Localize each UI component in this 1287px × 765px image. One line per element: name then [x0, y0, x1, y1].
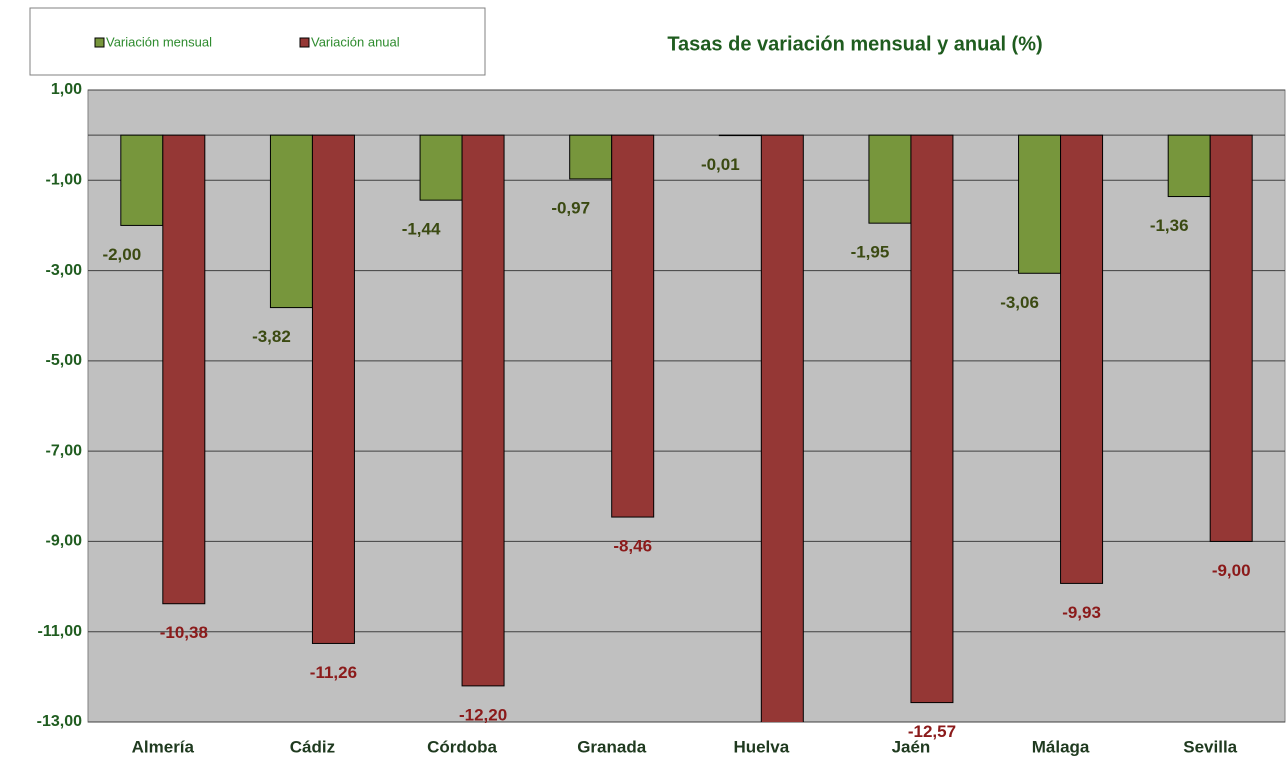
y-tick-label: -11,00 — [38, 623, 83, 640]
bar — [761, 135, 803, 760]
bar — [869, 135, 911, 223]
data-label: -10,38 — [160, 623, 208, 642]
data-label: -1,36 — [1150, 216, 1189, 235]
data-label: -0,01 — [701, 155, 740, 174]
bar — [270, 135, 312, 307]
bar — [911, 135, 953, 702]
x-tick-label: Sevilla — [1183, 737, 1237, 756]
y-tick-label: 1,00 — [51, 81, 82, 98]
legend-swatch — [300, 38, 309, 47]
y-tick-label: -7,00 — [46, 442, 83, 459]
legend-label: Variación anual — [311, 34, 400, 49]
x-tick-label: Huelva — [733, 737, 789, 756]
data-label: -1,44 — [402, 220, 441, 239]
bar — [1061, 135, 1103, 583]
bar — [1168, 135, 1210, 196]
data-label: -11,26 — [310, 663, 357, 682]
plot-area — [88, 90, 1285, 722]
y-tick-label: -1,00 — [46, 172, 83, 189]
data-label: -9,93 — [1062, 603, 1101, 622]
x-tick-label: Cádiz — [290, 737, 335, 756]
y-tick-label: -5,00 — [46, 352, 83, 369]
bar — [420, 135, 462, 200]
data-label: -3,82 — [252, 327, 291, 346]
y-tick-label: -3,00 — [46, 262, 83, 279]
legend-swatch — [95, 38, 104, 47]
data-label: -1,95 — [851, 243, 890, 262]
bar — [612, 135, 654, 517]
bar — [1019, 135, 1061, 273]
y-tick-label: -13,00 — [37, 713, 82, 730]
x-tick-label: Almería — [132, 737, 195, 756]
bar — [163, 135, 205, 604]
bar — [312, 135, 354, 643]
bar — [1210, 135, 1252, 541]
data-label: -8,46 — [613, 537, 652, 556]
data-label: -0,97 — [551, 198, 590, 217]
data-label: -12,57 — [908, 722, 956, 741]
bar — [121, 135, 163, 225]
bar — [462, 135, 504, 686]
x-tick-label: Granada — [577, 737, 647, 756]
data-label: -12,20 — [459, 705, 507, 724]
x-tick-label: Córdoba — [427, 737, 497, 756]
chart-title: Tasas de variación mensual y anual (%) — [667, 33, 1042, 55]
data-label: -2,00 — [102, 245, 141, 264]
legend-label: Variación mensual — [106, 34, 212, 49]
y-tick-label: -9,00 — [46, 533, 83, 550]
data-label: -9,00 — [1212, 561, 1251, 580]
x-tick-label: Málaga — [1032, 737, 1090, 756]
bar — [570, 135, 612, 179]
data-label: -3,06 — [1000, 293, 1039, 312]
